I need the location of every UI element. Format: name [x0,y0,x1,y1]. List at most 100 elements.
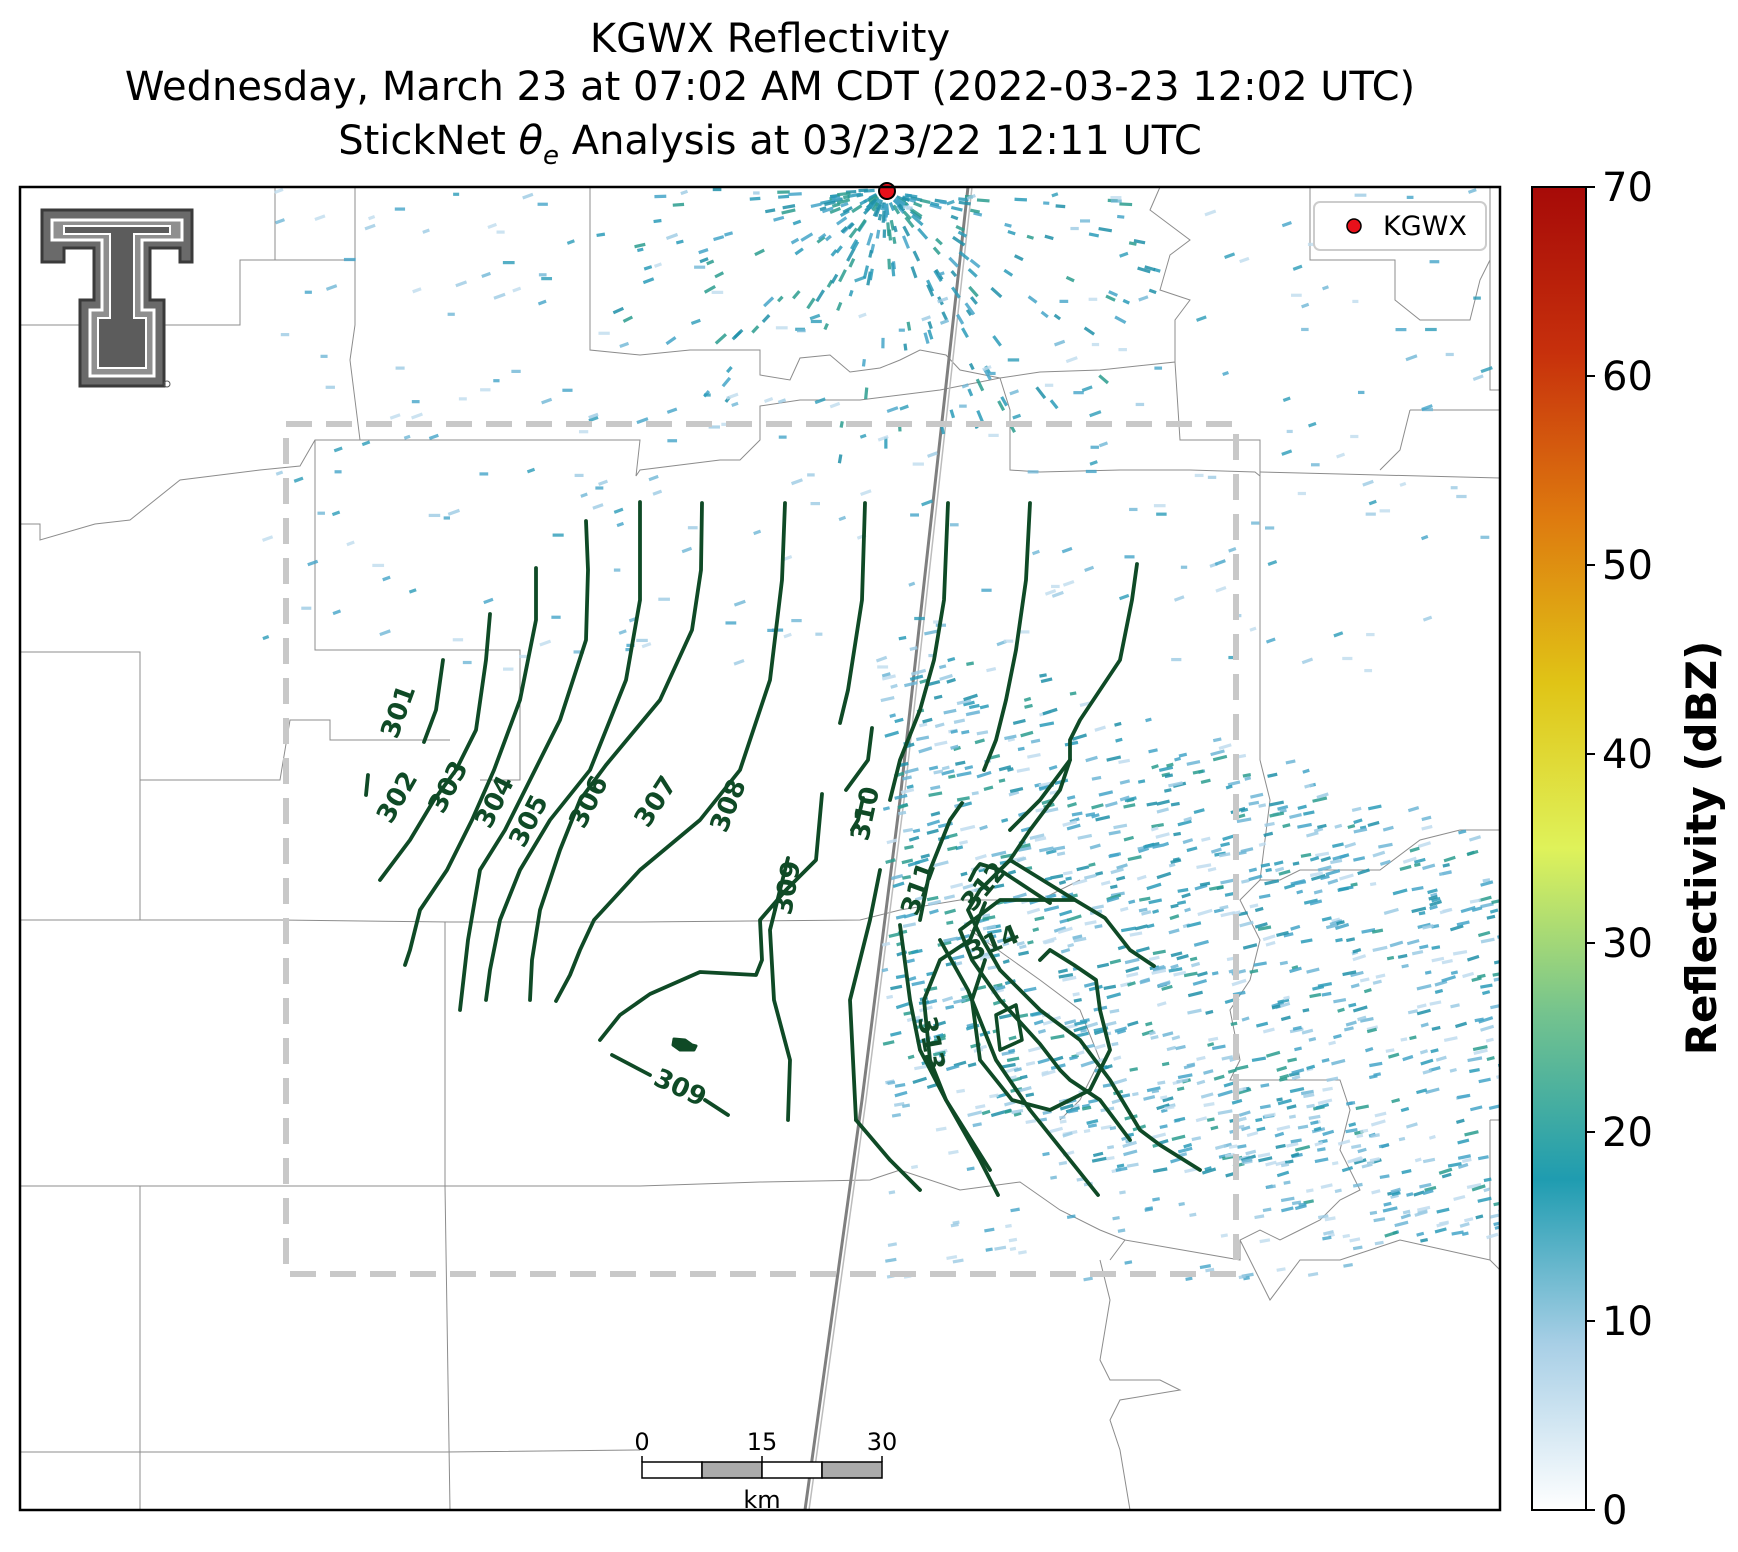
echo-pixel [1276,1065,1288,1072]
echo-pixel [994,1245,1007,1251]
echo-pixel [976,410,985,424]
echo-pixel [275,218,286,225]
echo-pixel [1062,820,1078,827]
echo-pixel [1041,1070,1049,1076]
echo-pixel [949,523,959,527]
echo-pixel [1026,907,1041,915]
echo-pixel [1081,1105,1092,1111]
echo-pixel [1343,1263,1353,1268]
echo-pixel [806,297,816,310]
logo-text: T [0,0,10,4]
echo-pixel [1214,559,1226,566]
echo-pixel [1013,1111,1022,1117]
echo-pixel [967,268,978,278]
echo-pixel [1407,1009,1419,1015]
county-boundaries [20,187,1500,1510]
echo-pixel [1152,1197,1160,1202]
echo-pixel [1018,843,1031,849]
echo-pixel [1000,396,1009,407]
echo-pixel [763,296,775,308]
echo-pixel [1129,507,1138,512]
echo-pixel [1297,804,1307,811]
echo-pixel [1222,370,1229,377]
echo-pixel [1039,673,1047,678]
echo-pixel [948,256,959,268]
echo-pixel [928,765,939,771]
echo-pixel [1098,227,1113,233]
echo-pixel [1297,822,1312,829]
echo-pixel [1321,991,1332,997]
echo-pixel [902,827,914,833]
echo-pixel [1088,862,1096,868]
echo-pixel [820,198,835,205]
echo-pixel [1378,1143,1389,1149]
echo-pixel [690,318,701,325]
echo-pixel [1214,1143,1227,1151]
echo-pixel [1267,772,1278,778]
echo-pixel [1255,1117,1263,1123]
echo-pixel [1139,978,1151,985]
echo-pixel [1067,1108,1079,1114]
echo-pixel [986,667,997,673]
echo-pixel [1106,755,1122,762]
echo-pixel [966,193,976,200]
echo-pixel [1146,882,1162,891]
echo-pixel [1123,803,1136,809]
echo-pixel [1118,758,1131,765]
echo-pixel [921,499,933,507]
echo-pixel [1018,1250,1027,1255]
echo-pixel [947,656,956,663]
echo-pixel [1148,748,1158,754]
echo-pixel [496,230,505,234]
echo-pixel [830,249,838,257]
echo-pixel [1401,1169,1412,1175]
echo-pixel [1043,201,1050,205]
echo-pixel [395,366,405,370]
echo-pixel [1037,1057,1050,1065]
echo-pixel [372,563,385,568]
echo-pixel [1088,1098,1098,1104]
echo-pixel [975,378,985,392]
echo-pixel [1288,1114,1296,1119]
echo-pixel [1157,981,1171,988]
echo-pixel [860,489,872,497]
echo-pixel [714,271,725,279]
echo-pixel [1196,971,1208,978]
echo-pixel [1027,295,1038,304]
echo-pixel [1129,1067,1139,1072]
echo-pixel [890,984,903,991]
echo-pixel [1240,847,1254,854]
echo-pixel [1037,1028,1046,1035]
echo-pixel [1422,407,1433,412]
echo-pixel [1422,1189,1434,1196]
echo-pixel [1265,637,1276,644]
echo-pixel [1416,1088,1428,1095]
echo-pixel [592,503,604,510]
echo-pixel [1206,1117,1215,1122]
echo-pixel [926,284,935,297]
echo-pixel [1085,755,1098,763]
echo-pixel [1281,220,1292,228]
echo-pixel [1137,779,1146,784]
echo-pixel [1086,1118,1099,1125]
echo-pixel [1283,932,1294,938]
echo-pixel [1348,1002,1357,1008]
echo-pixel [814,397,826,405]
echo-pixel [1359,977,1370,983]
echo-pixel [1119,202,1133,207]
echo-pixel [1276,1267,1286,1272]
colorbar-tick-label: 70 [1602,165,1653,211]
echo-pixel [1178,1201,1185,1207]
echo-pixel [1087,1123,1097,1129]
echo-pixel [712,187,722,192]
echo-pixel [810,202,822,209]
echo-pixel [1385,1048,1395,1053]
echo-pixel [1469,1068,1480,1074]
echo-pixel [829,194,838,199]
echo-pixel [909,674,924,681]
echo-pixel [1378,842,1393,849]
echo-pixel [810,501,820,506]
echo-pixel [1203,1102,1215,1108]
echo-pixel [1008,1237,1018,1243]
echo-pixel [1428,895,1438,901]
